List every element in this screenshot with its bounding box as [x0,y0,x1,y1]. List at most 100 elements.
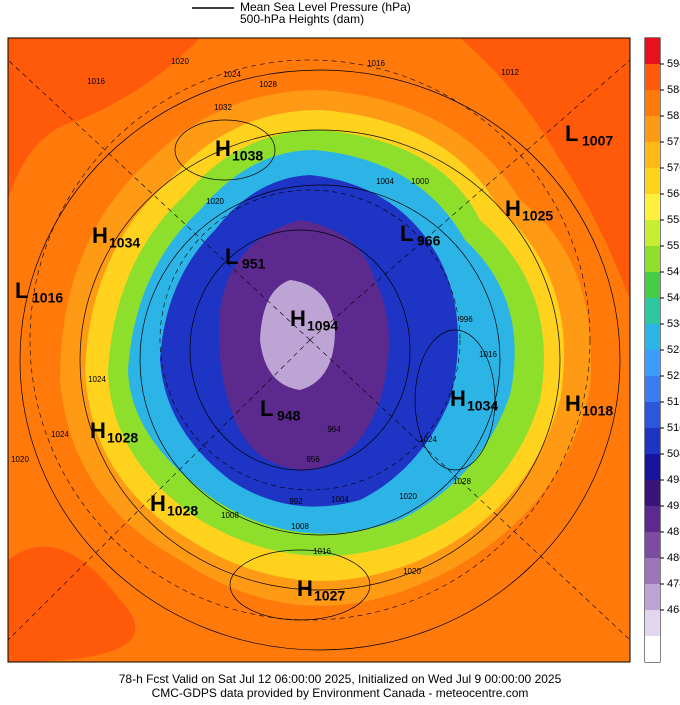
map-area [7,37,631,663]
colorbar-cell [645,168,660,194]
colorbar-cell [645,402,660,428]
isobar [229,549,371,621]
colorbar-label: 486 [667,526,680,538]
contour-label: 1016 [367,59,385,68]
map-frame [7,37,631,663]
contour-label: 1028 [259,80,277,89]
contour-label: 1004 [331,495,349,504]
pressure-center-value: 1094 [307,318,338,334]
pressure-center-value: 1027 [314,588,345,604]
meridian [309,59,631,341]
latitude-line [29,59,591,621]
colorbar-cell [645,506,660,532]
pressure-center-type: L [15,278,28,303]
pressure-center-value: 1028 [167,503,198,519]
pressure-center-type: L [565,121,578,146]
contour-fill [260,280,335,390]
pressure-center-value: 1016 [32,290,63,306]
colorbar-label: 480 [667,552,680,564]
legend-text: 500-hPa Heights (dam) [240,12,364,26]
colorbar-label: 504 [667,448,680,460]
pressure-center-type: H [150,491,166,516]
contour-label: 1008 [291,522,309,531]
pressure-center-type: H [215,136,231,161]
colorbar-cell [645,246,660,272]
contour-label: 1012 [501,68,519,77]
legend-text: Mean Sea Level Pressure (hPa) [240,0,411,14]
contour-label: 1032 [214,103,232,112]
colorbar-label: 540 [667,292,680,304]
colorbar-cell [645,298,660,324]
latitude-line [159,189,461,491]
contour-label: 1024 [88,375,106,384]
isobar [19,69,621,651]
graticule [7,59,631,641]
contour-label: 1008 [221,511,239,520]
pressure-center-type: H [565,391,581,416]
contour-label: 1024 [223,70,241,79]
contour-label: 964 [327,425,341,434]
warm-region [8,38,200,200]
pressure-center-value: 951 [242,256,266,272]
pressure-center-value: 1038 [232,148,263,164]
contour-label: 1020 [11,455,29,464]
pressure-center-value: 966 [417,233,441,249]
colorbar-cell [645,142,660,168]
pressure-center-value: 948 [277,408,301,424]
warm-region [8,546,136,662]
colorbar-cell [645,558,660,584]
colorbar-cell [645,610,660,636]
colorbar-label: 552 [667,240,680,252]
contour-label: 1024 [419,435,437,444]
pressure-center-type: H [297,576,313,601]
colorbar-label: 582 [667,110,680,122]
colorbar-cell [645,272,660,298]
footer-text: CMC-GDPS data provided by Environment Ca… [152,686,529,700]
pressure-center-type: L [225,244,238,269]
colorbar-cell [645,90,660,116]
colorbar-cell [645,350,660,376]
colorbar-cell [645,480,660,506]
colorbar-label: 510 [667,422,680,434]
contour-label: 992 [289,497,303,506]
contour-label: 1004 [376,177,394,186]
pressure-center-value: 1007 [582,133,613,149]
colorbar-label: 474 [667,578,680,590]
colorbar-label: 528 [667,344,680,356]
isobar [174,119,276,181]
colorbar-label: 576 [667,136,680,148]
contour-label: 1016 [479,350,497,359]
footer-text: 78-h Fcst Valid on Sat Jul 12 06:00:00 2… [119,672,562,686]
colorbar-label: 594 [667,58,680,70]
colorbar-cell [645,636,660,662]
pressure-center-type: H [90,418,106,443]
colorbar-label: 492 [667,500,680,512]
meridian [7,59,311,341]
contour-label: 1020 [399,492,417,501]
colorbar-cell [645,532,660,558]
contour-label: 1000 [411,177,429,186]
isobars [19,69,621,651]
colorbar-cell [645,454,660,480]
colorbar-label: 516 [667,396,680,408]
pressure-center-type: H [450,386,466,411]
isobar [139,184,501,536]
pressure-center-value: 1034 [467,398,498,414]
colorbar-label: 546 [667,266,680,278]
colorbar-cell [645,64,660,90]
colorbar-label: 534 [667,318,680,330]
meridian [7,339,311,641]
isobar [189,229,411,471]
pressure-center-type: H [290,306,306,331]
pressure-center-value: 1028 [107,430,138,446]
colorbar-cell [645,38,660,64]
colorbar-label: 558 [667,214,680,226]
colorbar-label: 588 [667,84,680,96]
colorbar-label: 570 [667,162,680,174]
colorbar-cell [645,428,660,454]
contour-label: 1020 [171,57,189,66]
colorbar-cell [645,220,660,246]
isobar [414,329,496,471]
pressure-center-value: 1025 [522,208,553,224]
colorbar-cell [645,116,660,142]
